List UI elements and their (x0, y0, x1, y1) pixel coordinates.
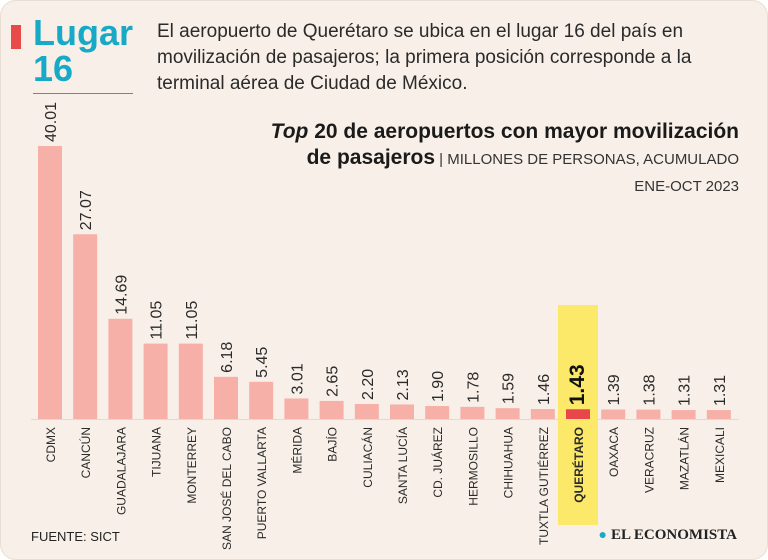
value-label-0: 40.01 (43, 102, 60, 142)
category-label-9: CULIACÁN (360, 427, 375, 488)
value-label-3: 11.05 (149, 301, 166, 340)
bar-7 (284, 398, 309, 419)
category-label-12: HERMOSILLO (466, 427, 480, 506)
value-label-6: 5.45 (254, 347, 271, 378)
bar-12 (460, 406, 485, 419)
category-label-10: SANTA LUCÍA (395, 427, 410, 504)
value-label-16: 1.39 (606, 374, 623, 405)
value-label-1: 27.07 (78, 190, 95, 230)
bar-3 (143, 343, 168, 419)
bar-4 (178, 343, 203, 419)
category-label-13: CHIHUAHUA (502, 427, 516, 498)
category-label-3: TIJUANA (150, 427, 164, 477)
category-label-15: QUERÉTARO (571, 427, 586, 503)
category-label-6: PUERTO VALLARTA (255, 427, 269, 539)
chart-title: Top 20 de aeropuertos con mayor moviliza… (269, 119, 739, 199)
value-label-17: 1.38 (641, 374, 658, 405)
value-label-5: 6.18 (219, 342, 236, 373)
bar-15 (566, 409, 590, 419)
value-label-15: 1.43 (566, 364, 589, 405)
category-label-2: GUADALAJARA (114, 427, 128, 515)
bar-10 (390, 404, 414, 419)
bar-17 (636, 409, 661, 419)
value-label-18: 1.31 (677, 375, 694, 406)
category-label-18: MAZATLÁN (677, 427, 692, 490)
category-label-7: MÉRIDA (289, 427, 304, 474)
chart-title-italic: Top (270, 120, 309, 143)
rank-badge-label: Lugar (33, 12, 134, 53)
rank-badge: Lugar 16 (33, 15, 133, 94)
bar-16 (601, 409, 626, 419)
value-label-2: 14.69 (113, 275, 130, 315)
brand-icon: ● (598, 528, 607, 543)
category-label-14: TUXTLA GUTIÉRREZ (536, 427, 551, 545)
rank-badge-number: 16 (33, 48, 74, 89)
value-label-10: 2.13 (395, 369, 412, 400)
category-label-19: MEXICALI (713, 427, 727, 483)
brand-logo: ● EL ECONOMISTA (599, 527, 737, 544)
bar-8 (319, 400, 344, 419)
bar-1 (73, 234, 98, 419)
category-label-17: VERACRUZ (642, 427, 656, 493)
value-label-12: 1.78 (465, 372, 482, 403)
bar-19 (706, 410, 731, 419)
value-label-7: 3.01 (289, 363, 306, 394)
bar-2 (108, 318, 133, 419)
chart-title-rest: 20 de aeropuertos con mayor movilización… (306, 120, 739, 169)
category-label-4: MONTERREY (185, 427, 199, 504)
value-label-19: 1.31 (712, 375, 729, 406)
chart-title-block: Top 20 de aeropuertos con mayor moviliza… (269, 119, 739, 199)
category-label-11: CD. JUÁREZ (430, 427, 445, 498)
source-note: FUENTE: SICT (31, 529, 120, 544)
chart-subtitle: MILLONES DE PERSONAS, ACUMULADO ENE-OCT … (447, 151, 739, 195)
value-label-8: 2.65 (325, 366, 342, 397)
bar-6 (249, 381, 274, 419)
chart-subtitle-separator: | (435, 151, 448, 168)
value-label-9: 2.20 (360, 369, 377, 400)
brand-name: EL ECONOMISTA (611, 527, 737, 543)
bar-0 (38, 146, 62, 419)
category-label-5: SAN JOSÉ DEL CABO (219, 427, 234, 550)
category-label-0: CDMX (44, 427, 58, 462)
bar-14 (530, 409, 555, 419)
headline: El aeropuerto de Querétaro se ubica en e… (157, 21, 692, 94)
bar-13 (495, 408, 520, 419)
category-label-16: OAXACA (607, 427, 621, 477)
category-label-8: BAJÍO (325, 427, 340, 462)
bar-18 (671, 410, 696, 419)
category-label-1: CANCÚN (78, 427, 93, 478)
accent-bar (11, 25, 21, 49)
bar-9 (354, 403, 379, 419)
bar-5 (214, 376, 238, 419)
value-label-11: 1.90 (430, 371, 447, 402)
bar-11 (425, 406, 450, 419)
value-label-13: 1.59 (501, 373, 518, 404)
value-label-4: 11.05 (184, 301, 201, 340)
value-label-14: 1.46 (536, 374, 553, 405)
